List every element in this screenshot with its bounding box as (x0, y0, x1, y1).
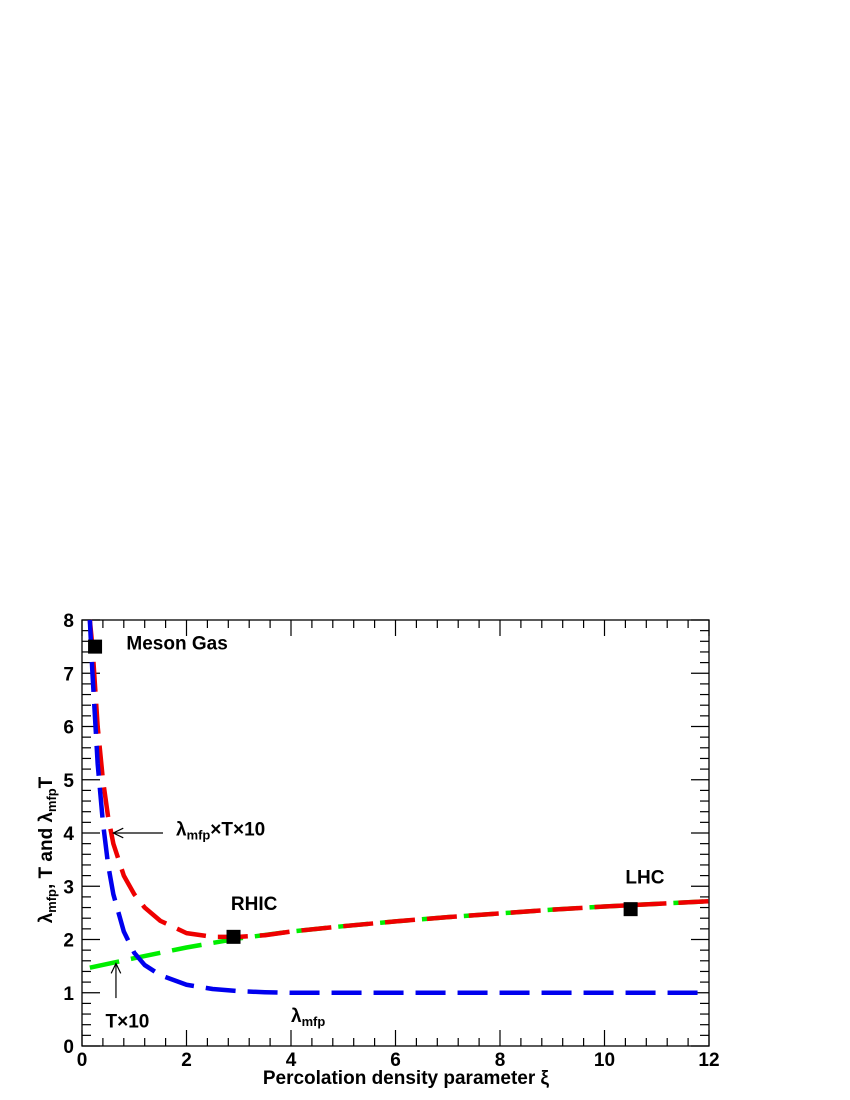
x-tick-label: 12 (698, 1050, 719, 1071)
annotation-part: ×T×10 (210, 820, 265, 841)
annotation-part: λ (176, 820, 187, 841)
data-point-marker (226, 929, 241, 944)
y-tick-label: 6 (63, 718, 74, 739)
data-point-marker (623, 902, 638, 917)
annotation-part: , T and λ (36, 812, 57, 890)
y-tick-label: 5 (63, 771, 74, 792)
y-tick-label: 7 (63, 664, 74, 685)
x-axis-label: Percolation density parameter ξ (263, 1068, 550, 1089)
annotation-part: mfp (302, 1014, 326, 1029)
annotation-part: mfp (44, 788, 59, 812)
annotation-part: mfp (187, 827, 211, 842)
y-axis-label: λmfp, T and λmfpT (36, 776, 59, 923)
annotation-part: T (36, 776, 57, 788)
annotation-T10: T×10 (106, 1011, 150, 1032)
y-tick-label: 4 (63, 824, 74, 845)
annotation-lambda-T10: λmfp×T×10 (176, 820, 265, 843)
annotation-lambda: λmfp (291, 1006, 325, 1029)
y-tick-label: 3 (63, 877, 74, 898)
y-tick-label: 8 (63, 611, 74, 632)
x-tick-label: 4 (286, 1050, 297, 1071)
x-tick-label: 2 (181, 1050, 192, 1071)
x-tick-label: 8 (495, 1050, 506, 1071)
series-line-0 (89, 898, 710, 970)
y-tick-label: 2 (63, 931, 74, 952)
data-point-marker (88, 639, 103, 654)
annotation-arrowhead (111, 827, 124, 839)
annotation-part: λ (291, 1006, 302, 1027)
annotation-part: λ (36, 912, 57, 923)
annotation-rhic: RHIC (231, 894, 278, 915)
x-tick-label: 0 (77, 1050, 88, 1071)
y-tick-label: 0 (63, 1037, 74, 1058)
x-tick-label: 6 (390, 1050, 401, 1071)
marker-layer (88, 639, 638, 944)
y-tick-label: 1 (63, 984, 74, 1005)
annotation-meson-gas: Meson Gas (126, 633, 227, 654)
annotation-part: mfp (44, 889, 59, 913)
x-tick-label: 10 (594, 1050, 615, 1071)
series-layer (87, 619, 710, 995)
series-line-2 (87, 619, 709, 995)
annotation-lhc: LHC (625, 868, 664, 889)
annotation-arrowhead (110, 962, 122, 974)
series-line-1 (87, 619, 710, 940)
